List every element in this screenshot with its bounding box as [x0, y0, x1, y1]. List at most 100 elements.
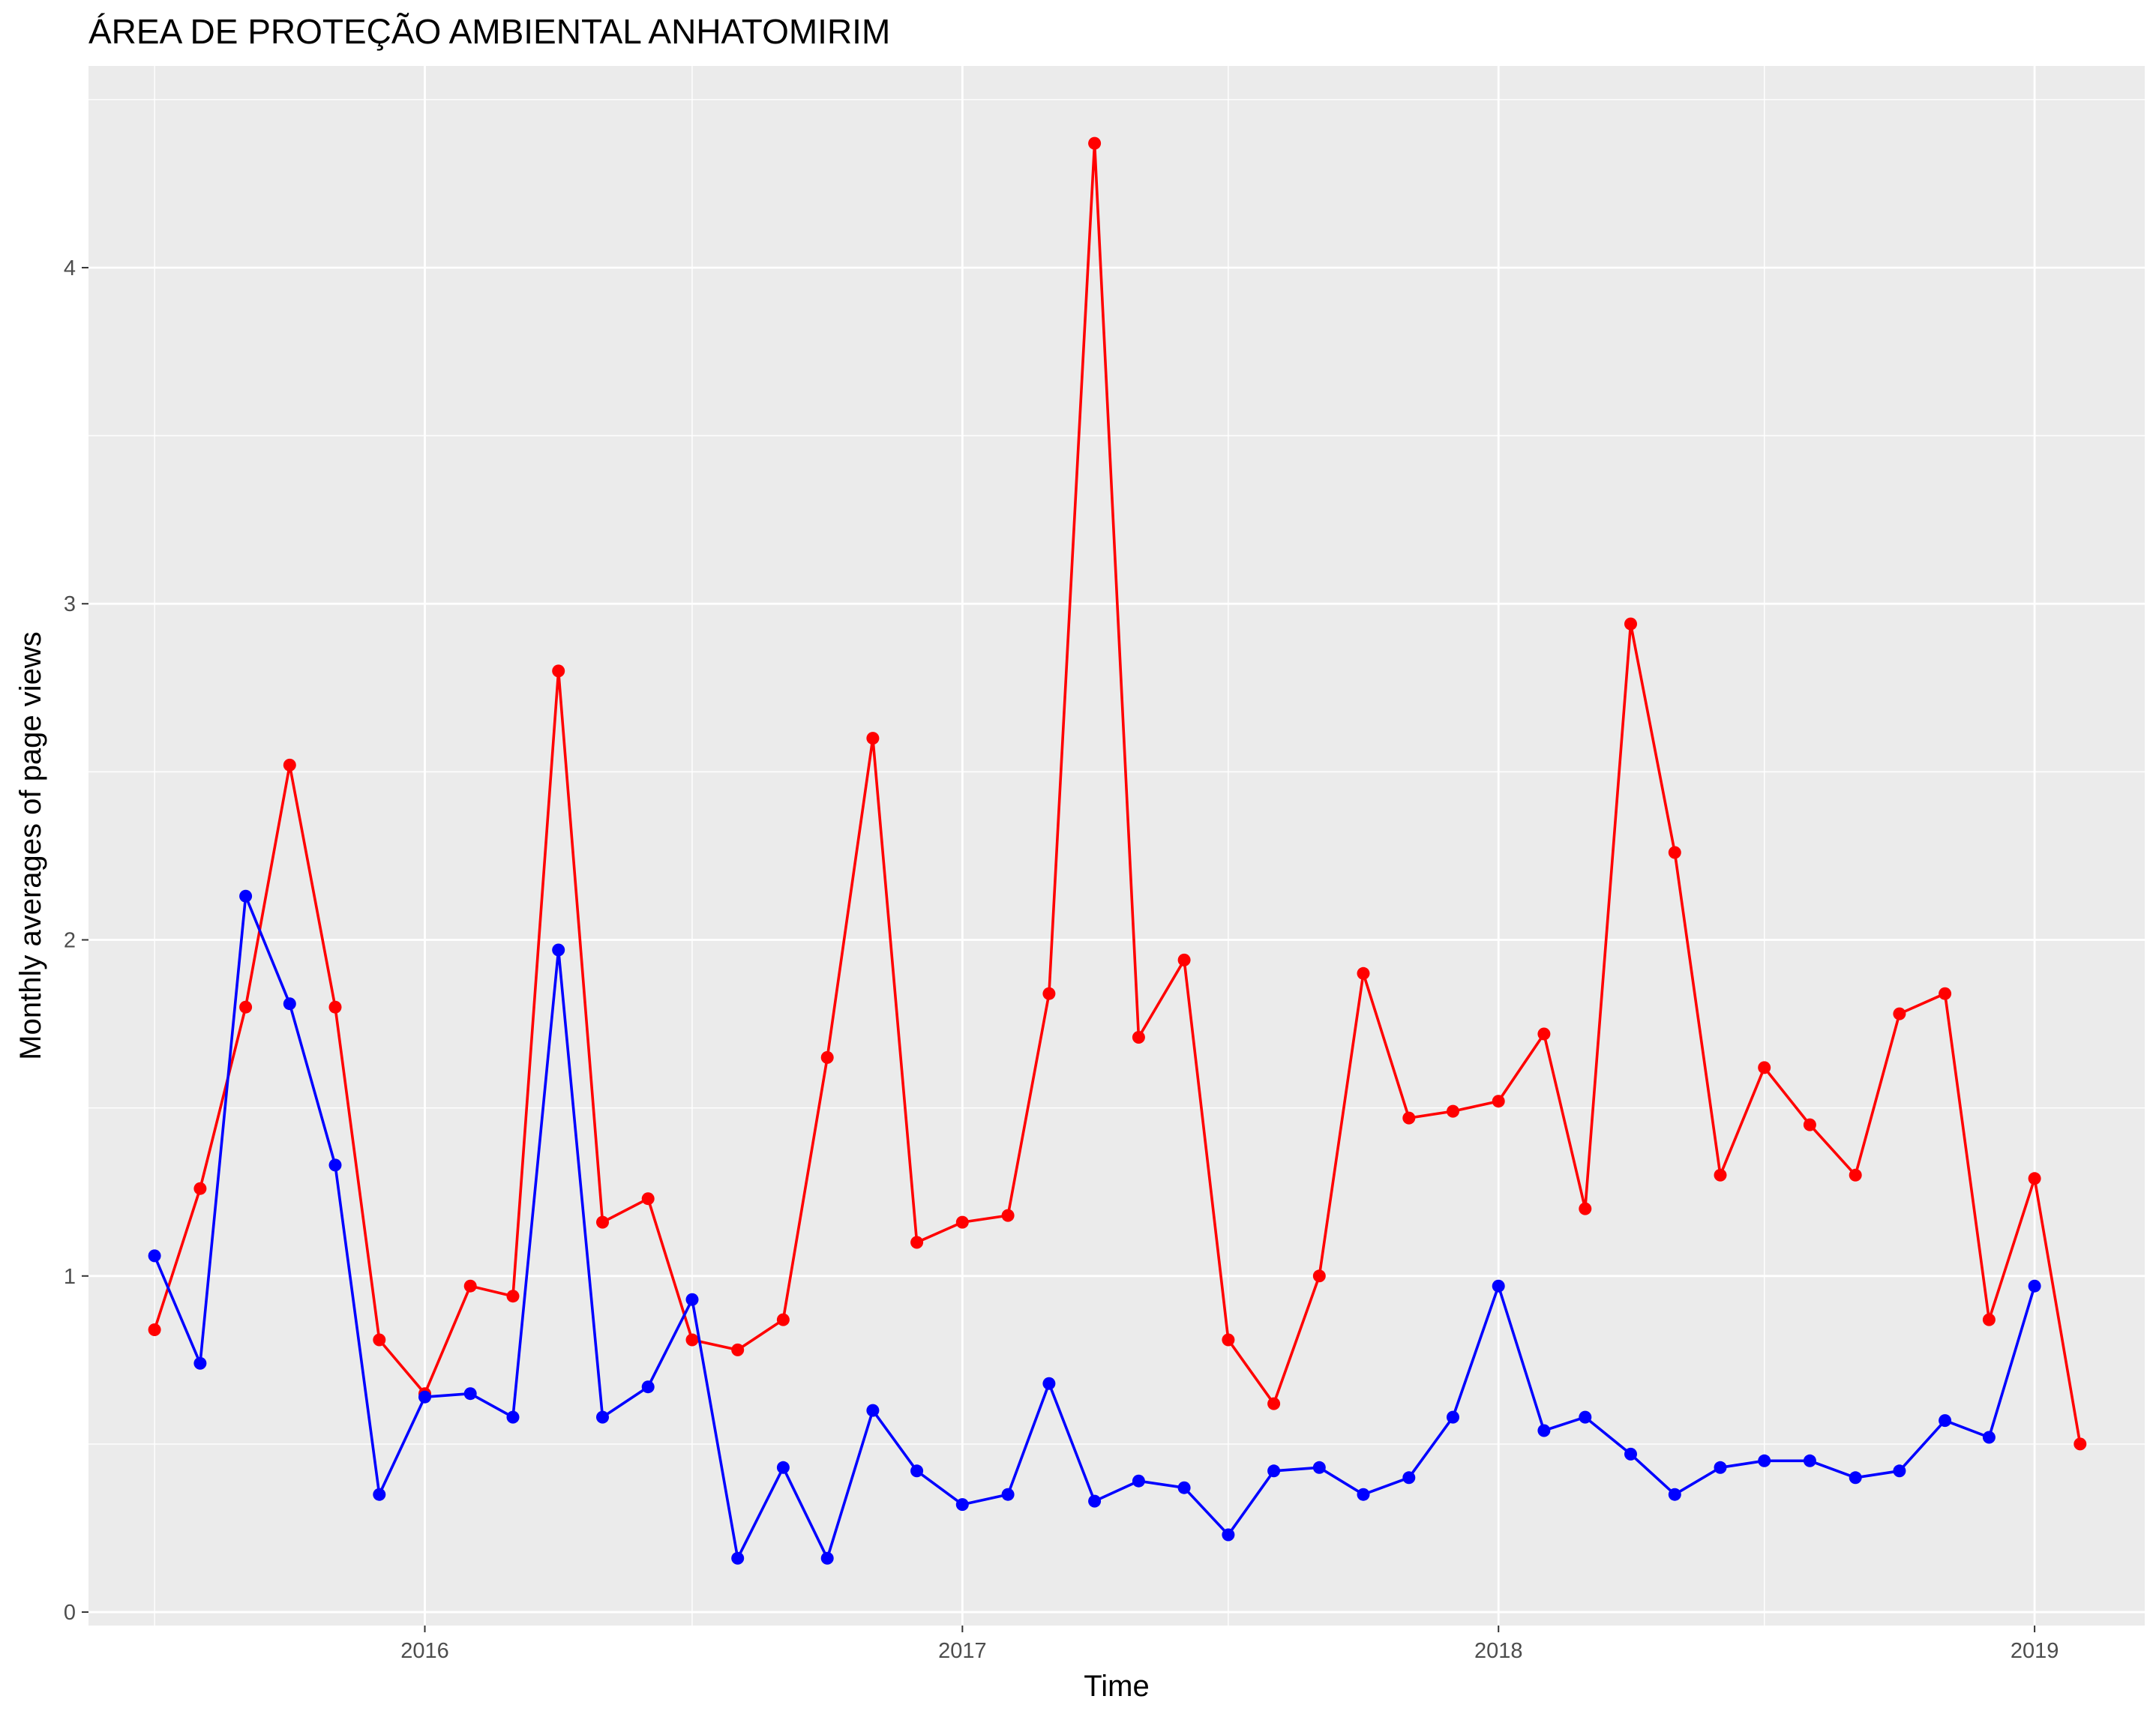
series-1-point: [506, 1290, 520, 1303]
series-2-point: [866, 1404, 880, 1417]
series-1-point: [1132, 1031, 1145, 1044]
y-tick-label: 3: [64, 592, 76, 616]
series-1-point: [641, 1192, 655, 1206]
chart-title: ÁREA DE PROTEÇÃO AMBIENTAL ANHATOMIRIM: [88, 12, 890, 51]
series-2-point: [1312, 1461, 1326, 1474]
x-tick-label: 2018: [1474, 1639, 1523, 1663]
series-1-point: [866, 732, 880, 745]
x-tick-label: 2017: [938, 1639, 987, 1663]
series-2-point: [1803, 1454, 1816, 1467]
series-2-point: [1492, 1279, 1505, 1293]
series-1-point: [1492, 1095, 1505, 1108]
y-tick-label: 2: [64, 929, 76, 953]
series-1-point: [373, 1333, 386, 1347]
series-2-point: [148, 1249, 161, 1263]
series-2-point: [641, 1380, 655, 1394]
series-1-point: [1267, 1397, 1281, 1410]
series-2-point: [1579, 1410, 1592, 1424]
series-1-point: [1312, 1269, 1326, 1283]
series-2-point: [463, 1387, 477, 1401]
x-tick-label: 2019: [2011, 1639, 2059, 1663]
series-1-point: [283, 758, 296, 772]
series-2-point: [685, 1293, 699, 1306]
series-2-point: [328, 1158, 342, 1172]
series-1-point: [1803, 1118, 1816, 1131]
series-2-point: [1177, 1481, 1191, 1494]
series-2-point: [418, 1390, 431, 1404]
series-layer: [148, 136, 2087, 1565]
series-1-point: [1939, 987, 1952, 1000]
series-2-point: [820, 1551, 834, 1565]
y-tick-label: 4: [64, 256, 76, 280]
series-1-point: [1001, 1209, 1015, 1222]
series-1-point: [463, 1279, 477, 1293]
series-1-point: [1402, 1111, 1416, 1125]
series-1-point: [1222, 1333, 1235, 1347]
series-2-point: [776, 1461, 790, 1474]
series-1-point: [1177, 953, 1191, 966]
series-1-point: [1088, 136, 1102, 150]
series-1-point: [910, 1236, 924, 1249]
series-2-point: [1001, 1488, 1015, 1501]
series-1-point: [820, 1050, 834, 1064]
series-2-point: [283, 997, 296, 1011]
y-axis-title: Monthly averages of page views: [14, 631, 47, 1059]
series-1-point: [955, 1215, 969, 1229]
series-2-point: [1447, 1410, 1459, 1424]
series-1-point: [1893, 1007, 1906, 1020]
series-2-point: [1042, 1377, 1056, 1390]
series-2-point: [1088, 1494, 1102, 1508]
series-2-point: [373, 1488, 386, 1501]
series-2-point: [1537, 1424, 1551, 1437]
series-1-point: [731, 1343, 745, 1356]
series-1-point: [1758, 1061, 1771, 1074]
series-line-1: [153, 142, 2082, 1445]
x-axis-title: Time: [1084, 1670, 1149, 1703]
axis-ticks: [82, 266, 2036, 1632]
series-2-point: [506, 1410, 520, 1424]
y-tick-label: 0: [64, 1601, 76, 1625]
series-2-point: [239, 889, 253, 903]
series-2-point: [1357, 1488, 1370, 1501]
series-2-point: [955, 1498, 969, 1512]
y-axis-tick-labels: 0 1 2 3 4: [64, 256, 76, 1625]
series-2-point: [596, 1410, 609, 1424]
series-2-point: [1893, 1464, 1906, 1478]
series-1-point: [1357, 966, 1370, 980]
series-2-point: [552, 943, 565, 957]
x-axis-tick-labels: 2016 2017 2018 2019: [400, 1639, 2059, 1663]
x-tick-label: 2016: [400, 1639, 449, 1663]
series-1-point: [1624, 617, 1637, 631]
series-2-point: [1939, 1414, 1952, 1428]
series-1-point: [1849, 1168, 1862, 1182]
series-2-point: [193, 1356, 207, 1370]
series-2-point: [1849, 1471, 1862, 1485]
series-2-point: [1982, 1431, 1996, 1444]
series-2-point: [1267, 1464, 1281, 1478]
series-2-point: [910, 1464, 924, 1478]
series-1-point: [1537, 1027, 1551, 1041]
series-2-point: [1758, 1454, 1771, 1467]
series-1-point: [2028, 1172, 2041, 1185]
series-2-point: [1222, 1528, 1235, 1542]
series-1-point: [2074, 1437, 2087, 1451]
series-1-point: [1042, 987, 1056, 1000]
y-tick-label: 1: [64, 1265, 76, 1289]
series-1-point: [685, 1333, 699, 1347]
series-1-point: [1579, 1202, 1592, 1215]
series-2-point: [1668, 1488, 1681, 1501]
series-2-point: [1624, 1447, 1637, 1461]
series-1-point: [776, 1313, 790, 1326]
series-1-point: [552, 664, 565, 678]
series-1-point: [1668, 846, 1681, 859]
series-1-point: [239, 1000, 253, 1014]
series-1-point: [1982, 1313, 1996, 1326]
series-1-point: [148, 1323, 161, 1336]
series-1-point: [1714, 1168, 1727, 1182]
series-1-point: [596, 1215, 609, 1229]
series-2-point: [731, 1551, 745, 1565]
series-1-point: [193, 1182, 207, 1195]
series-1-point: [328, 1000, 342, 1014]
